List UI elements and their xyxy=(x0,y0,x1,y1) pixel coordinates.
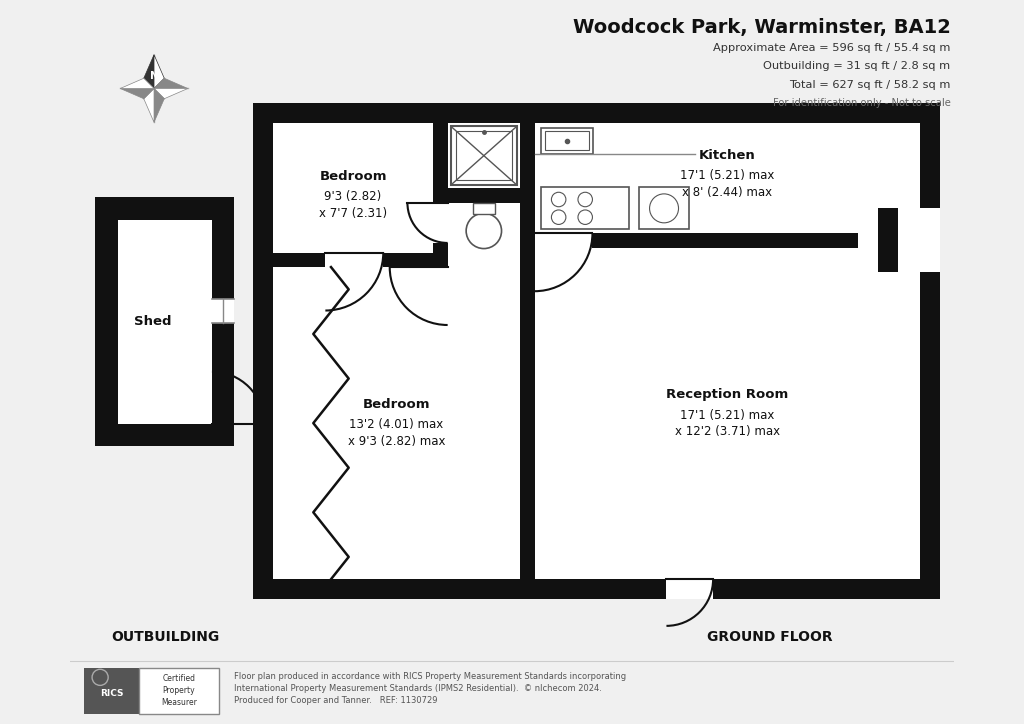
Polygon shape xyxy=(143,55,154,88)
Bar xyxy=(545,131,589,151)
Text: Produced for Cooper and Tanner.   REF: 1130729: Produced for Cooper and Tanner. REF: 113… xyxy=(234,696,438,705)
Polygon shape xyxy=(154,88,187,98)
Bar xyxy=(473,203,496,214)
Bar xyxy=(667,579,713,599)
Text: x 8' (2.44) max: x 8' (2.44) max xyxy=(682,186,772,199)
Bar xyxy=(920,272,940,599)
Polygon shape xyxy=(154,88,164,122)
Bar xyxy=(451,126,517,185)
Bar xyxy=(447,188,520,203)
Bar xyxy=(541,188,630,230)
Bar xyxy=(433,267,447,325)
Polygon shape xyxy=(120,88,154,98)
Text: Certified
Property
Measurer: Certified Property Measurer xyxy=(161,674,197,707)
Bar xyxy=(433,203,447,243)
Bar xyxy=(456,131,512,180)
Polygon shape xyxy=(120,78,154,88)
Text: 17'1 (5.21) max: 17'1 (5.21) max xyxy=(680,169,774,182)
Bar xyxy=(433,123,447,267)
Polygon shape xyxy=(154,78,187,88)
Text: For identification only - Not to scale: For identification only - Not to scale xyxy=(772,98,950,108)
Bar xyxy=(95,424,234,447)
Text: Outbuilding = 31 sq ft / 2.8 sq m: Outbuilding = 31 sq ft / 2.8 sq m xyxy=(763,61,950,71)
Text: Kitchen: Kitchen xyxy=(698,149,756,162)
Text: N: N xyxy=(150,72,159,81)
Text: 13'2 (4.01) max: 13'2 (4.01) max xyxy=(349,418,443,432)
Bar xyxy=(541,128,593,153)
Text: 9'3 (2.82): 9'3 (2.82) xyxy=(325,190,382,203)
Bar xyxy=(95,197,234,447)
Bar xyxy=(95,197,234,219)
Bar xyxy=(535,233,858,248)
Text: Approximate Area = 596 sq ft / 55.4 sq m: Approximate Area = 596 sq ft / 55.4 sq m xyxy=(713,43,950,53)
Bar xyxy=(898,227,940,252)
Text: x 9'3 (2.82) max: x 9'3 (2.82) max xyxy=(348,435,445,448)
Text: Woodcock Park, Warminster, BA12: Woodcock Park, Warminster, BA12 xyxy=(572,17,950,37)
Text: x 12'2 (3.71) max: x 12'2 (3.71) max xyxy=(675,426,779,439)
Bar xyxy=(253,103,940,599)
Bar xyxy=(920,103,940,208)
Text: International Property Measurement Standards (IPMS2 Residential).  © nlchecom 20: International Property Measurement Stand… xyxy=(234,683,602,693)
Text: Floor plan produced in accordance with RICS Property Measurement Standards incor: Floor plan produced in accordance with R… xyxy=(234,672,627,681)
Text: Bedroom: Bedroom xyxy=(362,398,430,411)
Bar xyxy=(878,208,898,227)
Text: Bedroom: Bedroom xyxy=(319,170,387,183)
Bar xyxy=(273,253,433,267)
Bar xyxy=(535,233,593,248)
Bar xyxy=(878,227,898,252)
Text: OUTBUILDING: OUTBUILDING xyxy=(111,630,219,644)
Bar xyxy=(95,197,118,447)
Polygon shape xyxy=(143,88,154,122)
Bar xyxy=(326,253,383,267)
Bar xyxy=(520,123,535,579)
Text: 17'1 (5.21) max: 17'1 (5.21) max xyxy=(680,408,774,421)
Bar xyxy=(212,197,234,447)
Text: Reception Room: Reception Room xyxy=(666,389,788,402)
Bar xyxy=(878,252,898,272)
Bar xyxy=(138,668,219,715)
Text: GROUND FLOOR: GROUND FLOOR xyxy=(708,630,834,644)
Text: Shed: Shed xyxy=(134,315,172,328)
Bar xyxy=(253,103,273,599)
Bar xyxy=(84,668,138,715)
Bar xyxy=(898,208,940,272)
Bar xyxy=(639,188,689,230)
Bar xyxy=(253,103,940,123)
Bar xyxy=(212,299,234,324)
Text: x 7'7 (2.31): x 7'7 (2.31) xyxy=(319,207,387,220)
Text: RICS: RICS xyxy=(99,689,123,698)
Bar xyxy=(253,579,940,599)
Polygon shape xyxy=(154,55,164,88)
Text: Total = 627 sq ft / 58.2 sq m: Total = 627 sq ft / 58.2 sq m xyxy=(790,80,950,90)
